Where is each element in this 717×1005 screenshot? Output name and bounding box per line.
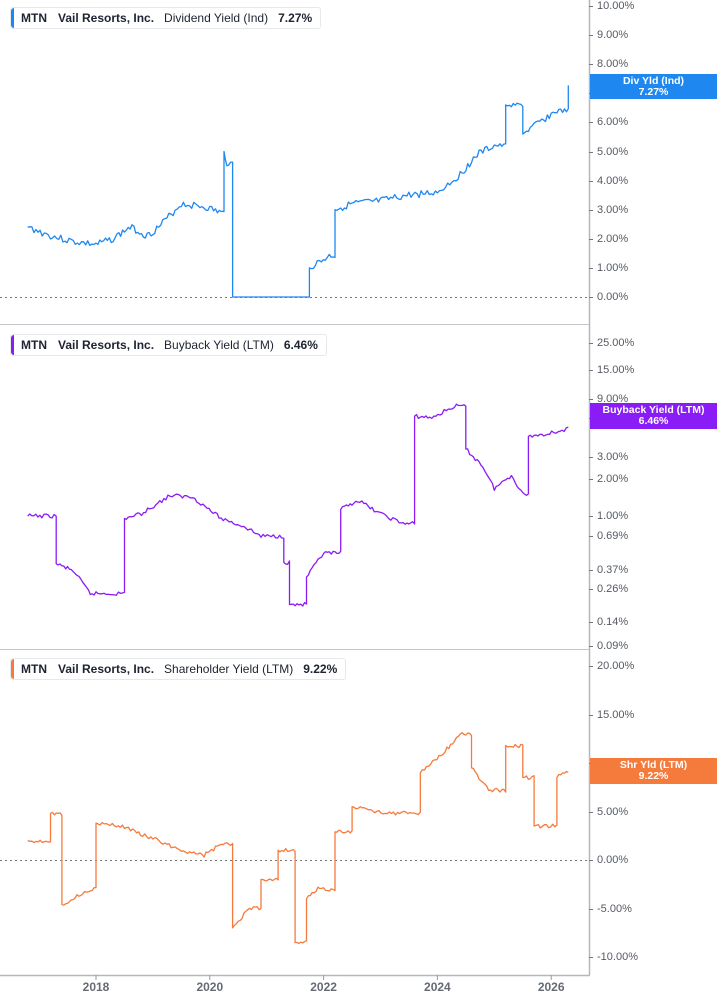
y-tick-label: 1.00% [597,262,629,274]
y-tick-mark [589,909,593,910]
x-tick-label: 2026 [537,980,565,994]
y-tick-label: 0.14% [597,616,629,628]
legend-value: 7.27% [278,11,313,25]
legend-company: Vail Resorts, Inc. [58,338,155,352]
y-tick-mark [589,239,593,240]
y-tick-label: 0.00% [597,854,629,866]
legend-ticker: MTN [21,662,47,676]
legend-company: Vail Resorts, Inc. [58,11,155,25]
y-tick-label: 5.00% [597,806,629,818]
y-tick-label: 9.00% [597,29,629,41]
y-tick-label: 20.00% [597,660,635,672]
y-tick-mark [589,570,593,571]
dividend-yield-line [27,85,569,298]
y-tick-mark [589,181,593,182]
tag-value: 9.22% [638,770,669,782]
tag-label: Buyback Yield (LTM) [602,404,705,416]
legend-metric: Dividend Yield (Ind) [164,11,269,25]
y-tick-mark [589,343,593,344]
y-tick-mark [589,122,593,123]
y-tick-label: -5.00% [597,903,632,915]
y-tick-label: 25.00% [597,337,635,349]
y-tick-mark [589,370,593,371]
legend-metric: Shareholder Yield (LTM) [164,662,294,676]
legend-ticker: MTN [21,11,47,25]
y-tick-label: -10.00% [597,951,638,963]
y-tick-mark [589,957,593,958]
y-tick-mark [589,860,593,861]
x-tick-label: 2022 [310,980,337,994]
legend-ticker: MTN [21,338,47,352]
y-tick-label: 0.09% [597,640,629,652]
x-tick-label: 2018 [82,980,110,994]
y-tick-label: 2.00% [597,233,629,245]
legend-metric: Buyback Yield (LTM) [164,338,274,352]
y-tick-label: 6.00% [597,116,629,128]
y-tick-mark [589,210,593,211]
y-tick-mark [589,35,593,36]
y-tick-label: 0.00% [597,291,629,303]
y-tick-label: 15.00% [597,364,635,376]
legend-dividend-yield[interactable]: MTN Vail Resorts, Inc. Dividend Yield (I… [10,7,322,29]
value-tag-shareholder: Shr Yld (LTM) 9.22% [590,758,717,784]
y-tick-mark [589,152,593,153]
y-tick-mark [589,479,593,480]
series-color-swatch [11,659,14,679]
y-tick-label: 10.00% [597,0,635,12]
y-tick-label: 4.00% [597,175,629,187]
y-tick-mark [589,589,593,590]
y-tick-mark [589,457,593,458]
series-color-swatch [11,335,14,355]
y-tick-label: 0.69% [597,530,629,542]
y-tick-mark [589,812,593,813]
tag-label: Div Yld (Ind) [622,75,685,87]
y-tick-label: 8.00% [597,58,629,70]
shareholder-yield-line [27,732,569,945]
y-tick-label: 15.00% [597,709,635,721]
y-tick-mark [589,666,593,667]
x-tick-label: 2024 [424,980,451,994]
legend-value: 9.22% [303,662,338,676]
buyback-yield-line [27,403,569,607]
y-tick-label: 0.26% [597,583,629,595]
value-tag-dividend: Div Yld (Ind) 7.27% [590,74,717,99]
y-tick-mark [589,646,593,647]
y-tick-mark [589,64,593,65]
y-tick-label: 0.37% [597,564,629,576]
tag-label: Shr Yld (LTM) [619,759,688,771]
x-axis-ticks [95,975,552,980]
y-tick-mark [589,268,593,269]
y-tick-mark [589,622,593,623]
x-tick-label: 2020 [196,980,224,994]
y-tick-mark [589,297,593,298]
y-tick-label: 2.00% [597,473,629,485]
legend-value: 6.46% [283,338,318,352]
value-tag-buyback: Buyback Yield (LTM) 6.46% [590,403,717,429]
y-tick-label: 5.00% [597,146,629,158]
y-tick-mark [589,516,593,517]
tag-value: 7.27% [638,86,669,98]
series-color-swatch [11,8,14,28]
y-tick-mark [589,536,593,537]
y-tick-label: 3.00% [597,451,629,463]
legend-shareholder-yield[interactable]: MTN Vail Resorts, Inc. Shareholder Yield… [10,658,347,680]
y-tick-mark [589,399,593,400]
y-tick-mark [589,715,593,716]
legend-buyback-yield[interactable]: MTN Vail Resorts, Inc. Buyback Yield (LT… [10,334,327,356]
y-tick-label: 3.00% [597,204,629,216]
legend-company: Vail Resorts, Inc. [58,662,155,676]
y-tick-mark [589,6,593,7]
y-tick-label: 1.00% [597,510,629,522]
y-tick-label: 9.00% [597,393,629,405]
tag-value: 6.46% [638,415,669,427]
